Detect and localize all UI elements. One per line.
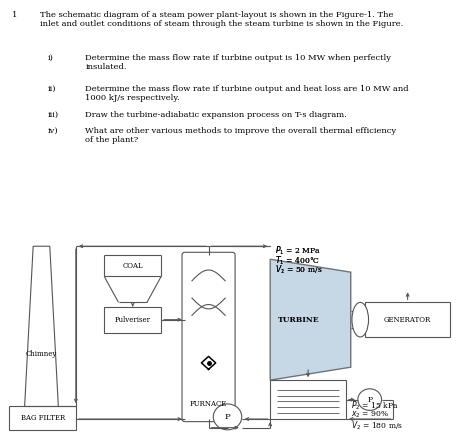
Text: ii): ii): [47, 85, 56, 93]
Text: $x_2$ = 90%: $x_2$ = 90%: [351, 410, 389, 420]
Text: $V_2$ = 180 m/s: $V_2$ = 180 m/s: [351, 419, 403, 432]
Text: $V_2$ = 50 m/s: $V_2$ = 50 m/s: [275, 264, 322, 276]
Text: Draw the turbine-adiabatic expansion process on T-s diagram.: Draw the turbine-adiabatic expansion pro…: [85, 111, 347, 119]
Text: TURBINE: TURBINE: [278, 316, 319, 324]
Text: 1: 1: [12, 11, 17, 19]
Text: $P_2$ = 15 kPa: $P_2$ = 15 kPa: [351, 400, 398, 412]
Bar: [365, 302, 450, 337]
Bar: [104, 307, 161, 333]
Text: i): i): [47, 54, 53, 62]
Text: Chimney: Chimney: [26, 350, 57, 358]
Circle shape: [358, 389, 382, 410]
Text: FURNACE: FURNACE: [190, 400, 227, 408]
Text: BAG FILTER: BAG FILTER: [20, 414, 65, 422]
FancyBboxPatch shape: [182, 252, 235, 422]
Ellipse shape: [352, 302, 369, 337]
Bar: [270, 380, 346, 419]
Text: $T_1$ = 400°C: $T_1$ = 400°C: [275, 254, 320, 267]
Polygon shape: [24, 246, 59, 423]
Text: P: P: [225, 413, 230, 421]
Polygon shape: [270, 259, 351, 380]
Bar: [9, 406, 76, 430]
Text: $T_1$ = 400°C: $T_1$ = 400°C: [275, 254, 320, 267]
Text: Determine the mass flow rate if turbine output and heat loss are 10 MW and
1000 : Determine the mass flow rate if turbine …: [85, 85, 409, 102]
Text: $P_1$ = 2 MPa: $P_1$ = 2 MPa: [275, 244, 321, 257]
Text: GENERATOR: GENERATOR: [384, 316, 431, 324]
Text: What are other various methods to improve the overall thermal efficiency
of the : What are other various methods to improv…: [85, 127, 396, 144]
Text: Pulveriser: Pulveriser: [115, 316, 151, 324]
Circle shape: [213, 404, 242, 430]
Text: iii): iii): [47, 111, 58, 119]
Text: Determine the mass flow rate if turbine output is 10 MW when perfectly
insulated: Determine the mass flow rate if turbine …: [85, 54, 392, 71]
Text: $P_1$ = 2 MPa: $P_1$ = 2 MPa: [275, 244, 321, 257]
Text: $V_1$ = 50 m/s: $V_1$ = 50 m/s: [275, 264, 322, 276]
Text: The schematic diagram of a steam power plant-layout is shown in the Figure-1. Th: The schematic diagram of a steam power p…: [40, 11, 403, 28]
Text: COAL: COAL: [122, 262, 143, 270]
Text: P: P: [367, 396, 372, 403]
Text: iv): iv): [47, 127, 58, 135]
